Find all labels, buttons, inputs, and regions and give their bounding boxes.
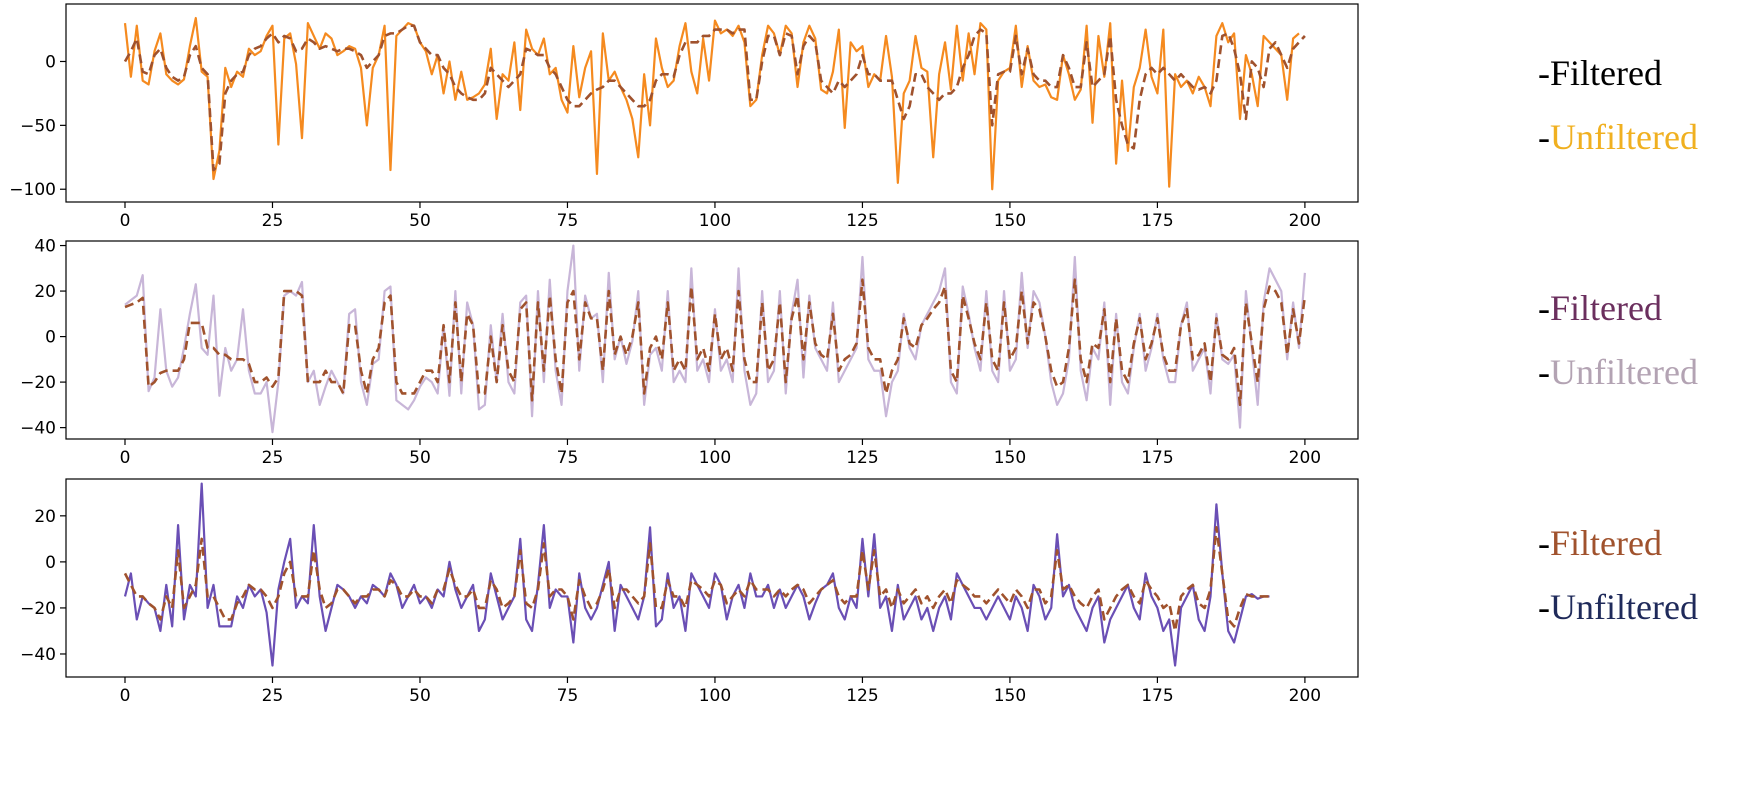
- legend-dash: -: [1538, 587, 1550, 627]
- x-tick-label: 100: [699, 211, 731, 231]
- y-tick-label: −40: [20, 645, 56, 665]
- legend-label: Unfiltered: [1550, 587, 1698, 627]
- legend-dash: -: [1538, 53, 1550, 93]
- x-tick-label: 125: [846, 448, 878, 468]
- x-tick-label: 75: [557, 211, 579, 231]
- legend-bottom: -Filtered -Unfiltered: [1538, 525, 1698, 653]
- legend-item-filtered: -Filtered: [1538, 55, 1698, 119]
- legend-item-unfiltered: -Unfiltered: [1538, 354, 1698, 418]
- legend-label: Filtered: [1550, 288, 1662, 328]
- series-line-unfiltered: [123, 482, 1270, 667]
- x-tick-label: 200: [1289, 211, 1321, 231]
- x-tick-label: 200: [1289, 686, 1321, 706]
- x-tick-label: 25: [262, 448, 284, 468]
- plot-frame: [65, 3, 1359, 203]
- x-tick-label: 0: [120, 686, 131, 706]
- x-tick-label: 100: [699, 686, 731, 706]
- legend-dash: -: [1538, 117, 1550, 157]
- legend-top: -Filtered -Unfiltered: [1538, 55, 1698, 183]
- x-tick-label: 50: [409, 211, 431, 231]
- series-line-filtered: [123, 24, 1306, 172]
- y-tick-label: −50: [20, 116, 56, 136]
- y-tick-label: 20: [34, 282, 56, 302]
- legend-dash: -: [1538, 288, 1550, 328]
- chart-panel-1: 0 25 50 75 100 125 150 175 200 0 −50 −100: [9, 3, 1359, 231]
- x-tick-label: 25: [262, 211, 284, 231]
- x-tick-label: 150: [994, 211, 1026, 231]
- y-tick-label: −20: [20, 599, 56, 619]
- y-tick-label: −20: [20, 373, 56, 393]
- x-tick-label: 75: [557, 448, 579, 468]
- plot-frame: [65, 240, 1359, 440]
- y-tick-label: 40: [34, 237, 56, 257]
- y-tick-label: 20: [34, 507, 56, 527]
- x-tick-label: 50: [409, 448, 431, 468]
- x-tick-label: 175: [1141, 211, 1173, 231]
- y-tick-label: −100: [9, 180, 56, 200]
- x-tick-label: 0: [120, 211, 131, 231]
- x-tick-label: 175: [1141, 686, 1173, 706]
- legend-item-filtered: -Filtered: [1538, 290, 1698, 354]
- legend-item-filtered: -Filtered: [1538, 525, 1698, 589]
- legend-label: Filtered: [1550, 53, 1662, 93]
- plot-frame: [65, 478, 1359, 678]
- y-tick-label: −40: [20, 419, 56, 439]
- x-tick-label: 100: [699, 448, 731, 468]
- x-tick-label: 200: [1289, 448, 1321, 468]
- x-tick-label: 150: [994, 686, 1026, 706]
- x-tick-label: 125: [846, 686, 878, 706]
- legend-label: Filtered: [1550, 523, 1662, 563]
- x-tick-label: 25: [262, 686, 284, 706]
- y-tick-label: 0: [45, 328, 56, 348]
- legend-dash: -: [1538, 352, 1550, 392]
- legend-item-unfiltered: -Unfiltered: [1538, 119, 1698, 183]
- legend-dash: -: [1538, 523, 1550, 563]
- series-line-filtered: [123, 526, 1270, 633]
- x-tick-label: 175: [1141, 448, 1173, 468]
- x-tick-label: 150: [994, 448, 1026, 468]
- x-tick-label: 50: [409, 686, 431, 706]
- x-tick-label: 75: [557, 686, 579, 706]
- x-tick-label: 125: [846, 211, 878, 231]
- y-tick-label: 0: [45, 553, 56, 573]
- series-line-filtered: [124, 278, 1307, 407]
- x-tick-label: 0: [120, 448, 131, 468]
- legend-label: Unfiltered: [1550, 117, 1698, 157]
- legend-middle: -Filtered -Unfiltered: [1538, 290, 1698, 418]
- y-tick-label: 0: [45, 52, 56, 72]
- series-line-unfiltered: [124, 244, 1306, 434]
- legend-label: Unfiltered: [1550, 352, 1698, 392]
- legend-item-unfiltered: -Unfiltered: [1538, 589, 1698, 653]
- series-line-unfiltered: [123, 16, 1300, 191]
